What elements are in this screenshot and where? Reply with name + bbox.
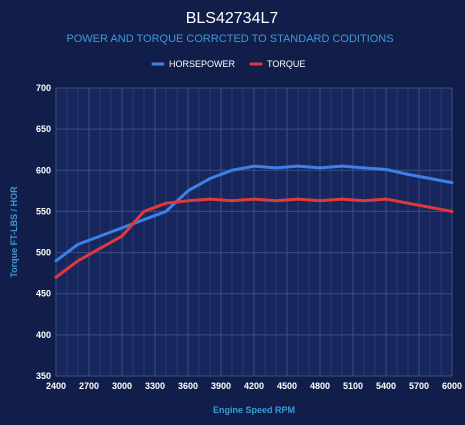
chart-subtitle: POWER AND TORQUE CORRCTED TO STANDARD CO… — [66, 33, 393, 45]
x-tick-label: 3900 — [211, 381, 231, 391]
legend: HORSEPOWER TORQUE — [151, 59, 305, 69]
y-tick-label: 500 — [36, 248, 51, 258]
y-tick-label: 700 — [36, 83, 51, 93]
y-axis-label: Torque FT-LBS / HOR — [9, 186, 19, 278]
y-tick-label: 450 — [36, 289, 51, 299]
x-tick-label: 2400 — [46, 381, 66, 391]
y-tick-label: 600 — [36, 165, 51, 175]
y-tick-label: 650 — [36, 124, 51, 134]
x-tick-label: 6000 — [442, 381, 462, 391]
legend-label-torque: TORQUE — [267, 59, 305, 69]
series-lines — [54, 164, 454, 279]
y-tick-label: 350 — [36, 371, 51, 381]
x-axis-label: Engine Speed RPM — [213, 405, 295, 415]
chart-title: BLS42734L7 — [186, 10, 279, 27]
series-line-horsepower — [54, 164, 454, 263]
grid — [55, 87, 453, 377]
x-tick-label: 5700 — [409, 381, 429, 391]
y-tick-label: 550 — [36, 206, 51, 216]
x-tick-label: 4800 — [310, 381, 330, 391]
x-tick-label: 4200 — [244, 381, 264, 391]
x-tick-label: 5400 — [376, 381, 396, 391]
y-tick-label: 400 — [36, 330, 51, 340]
series-line-torque — [54, 197, 454, 279]
x-tick-label: 3000 — [112, 381, 132, 391]
y-axis-ticks: 350 400 450 500 550 600 650 700 — [36, 83, 51, 381]
x-tick-label: 5100 — [343, 381, 363, 391]
x-axis-ticks: 2400 2700 3000 3300 3600 3900 4200 4500 4800 5100… — [46, 381, 462, 391]
x-tick-label: 3600 — [178, 381, 198, 391]
x-tick-label: 2700 — [79, 381, 99, 391]
legend-label-horsepower: HORSEPOWER — [169, 59, 236, 69]
x-tick-label: 4500 — [277, 381, 297, 391]
x-tick-label: 3300 — [145, 381, 165, 391]
